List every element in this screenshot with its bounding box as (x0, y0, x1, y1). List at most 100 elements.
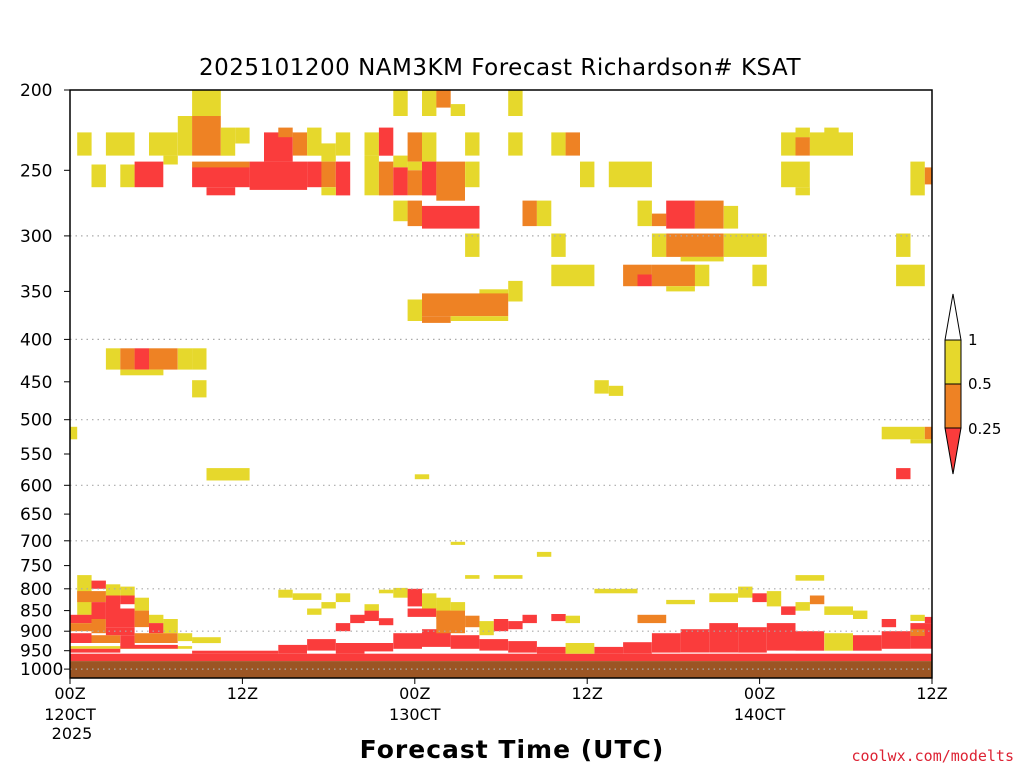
ri-cell-yellow-135 (177, 633, 193, 642)
ri-cell-red-21 (378, 127, 394, 156)
y-tick-label-200: 200 (20, 81, 52, 101)
colorbar-yellow-box (944, 339, 962, 385)
ri-cell-yellow-70 (551, 233, 566, 257)
ri-cell-red-93 (134, 348, 149, 370)
ri-cell-red-42 (307, 161, 322, 188)
ri-cell-red-146 (393, 633, 422, 649)
ri-cell-red-139 (120, 644, 178, 649)
ri-cell-yellow-5 (508, 90, 523, 116)
ri-cell-orange-60 (407, 200, 422, 227)
ri-cell-yellow-129 (163, 619, 178, 634)
ri-cell-yellow-177 (393, 587, 408, 598)
colorbar-bottom-arrow (944, 427, 962, 475)
ri-cell-yellow-191 (594, 588, 638, 594)
ri-cell-yellow-194 (709, 593, 738, 603)
ri-cell-yellow-25 (422, 132, 437, 162)
ri-cell-red-145 (364, 643, 394, 652)
ri-cell-yellow-85 (508, 280, 523, 302)
credit-text: coolwx.com/modelts (851, 747, 1014, 765)
ri-cell-yellow-32 (809, 132, 853, 156)
ri-cell-yellow-46 (364, 155, 379, 196)
ri-cell-red-50 (422, 161, 437, 196)
ri-cell-yellow-195 (738, 586, 753, 598)
ri-cell-yellow-56 (795, 187, 810, 196)
y-tick-label-700: 700 (20, 532, 52, 552)
ri-cell-ground-206 (70, 661, 932, 678)
ri-cell-yellow-53 (580, 161, 595, 188)
ri-cell-yellow-64 (637, 200, 652, 227)
y-tick-label-650: 650 (20, 505, 52, 525)
ri-cell-yellow-120 (134, 597, 149, 611)
ri-cell-yellow-170 (335, 593, 351, 603)
ri-cell-yellow-111 (493, 575, 523, 579)
ri-cell-yellow-82 (694, 264, 710, 287)
ri-cell-yellow-35 (91, 164, 106, 188)
x-tick-day-4: 140CT (734, 705, 786, 724)
ri-cell-red-142 (278, 644, 307, 654)
ri-cell-yellow-161 (824, 633, 853, 651)
ri-cell-red-144 (335, 643, 365, 654)
ri-cell-red-203 (881, 619, 897, 628)
colorbar: 1 0.5 0.25 (944, 293, 1001, 475)
ri-cell-orange-89 (422, 316, 451, 323)
ri-cell-yellow-2 (422, 90, 437, 116)
ri-cell-yellow-19 (335, 132, 351, 156)
ri-cell-red-40 (206, 187, 236, 196)
ri-cell-yellow-109 (536, 551, 552, 557)
ri-cell-yellow-13 (163, 155, 178, 165)
ri-cell-red-154 (623, 642, 652, 654)
y-axis: 200 250 300 350 400 450 500 550 600 650 700 750 8008… (20, 81, 70, 680)
ri-cell-yellow-116 (120, 586, 135, 596)
ri-cell-yellow-83 (752, 264, 767, 287)
ri-cell-yellow-202 (853, 610, 868, 619)
ri-cell-yellow-52 (465, 161, 480, 188)
y-tick-label-450: 450 (20, 373, 52, 393)
ri-cell-yellow-34 (824, 127, 839, 138)
ri-cell-yellow-127 (149, 614, 164, 624)
ri-cell-yellow-136 (192, 637, 221, 644)
ri-cell-red-172 (350, 614, 365, 624)
ri-cell-orange-16 (278, 127, 293, 138)
ri-cell-yellow-74 (723, 233, 767, 257)
ri-cell-red-157 (709, 623, 738, 653)
ri-cell-yellow-4 (450, 104, 466, 116)
ri-cell-red-118 (105, 595, 121, 609)
ri-cell-red-173 (364, 610, 379, 621)
ri-cell-red-79 (637, 274, 652, 287)
ri-cell-red-39 (192, 167, 250, 188)
ri-cell-yellow-110 (465, 575, 480, 579)
ri-cell-orange-7 (192, 116, 221, 156)
ri-cell-yellow-26 (551, 132, 566, 156)
ri-cell-yellow-73 (680, 256, 724, 262)
ri-cell-orange-123 (70, 623, 92, 632)
ri-cell-yellow-108 (450, 541, 466, 545)
y-tick-label-900: 900 (20, 622, 52, 642)
ri-cell-yellow-87 (407, 299, 422, 321)
ri-cell-red-159 (766, 623, 796, 651)
ri-cell-yellow-197 (766, 591, 782, 607)
ri-cell-orange-126 (134, 610, 149, 628)
ri-cell-red-122 (70, 614, 92, 624)
ri-cell-yellow-76 (551, 264, 595, 287)
ri-cell-yellow-29 (465, 132, 480, 156)
y-tick-label-500: 500 (20, 411, 52, 431)
ri-cell-red-128 (149, 623, 164, 634)
colorbar-label-0.25: 0.25 (968, 420, 1001, 438)
ri-cell-yellow-8 (220, 127, 236, 156)
ri-cell-red-148 (450, 635, 480, 649)
ri-cell-yellow-18 (321, 143, 336, 162)
y-tick-label-850: 850 (20, 602, 52, 622)
ri-cell-yellow-167 (292, 593, 322, 600)
x-tick-label-0: 00Z (54, 684, 85, 703)
ri-cell-red-179 (407, 608, 437, 617)
x-tick-day-0: 120CT (44, 705, 96, 724)
ri-cell-red-61 (422, 205, 480, 229)
ri-cell-yellow-175 (364, 604, 379, 611)
ri-cell-red-160 (795, 631, 825, 651)
ri-cell-orange-165 (910, 629, 925, 636)
ri-cell-yellow-0 (192, 90, 221, 116)
y-tick-label-350: 350 (20, 282, 52, 302)
ri-cell-red-125 (105, 608, 135, 628)
ri-cell-orange-192 (637, 614, 667, 624)
ri-cell-yellow-182 (450, 602, 466, 611)
